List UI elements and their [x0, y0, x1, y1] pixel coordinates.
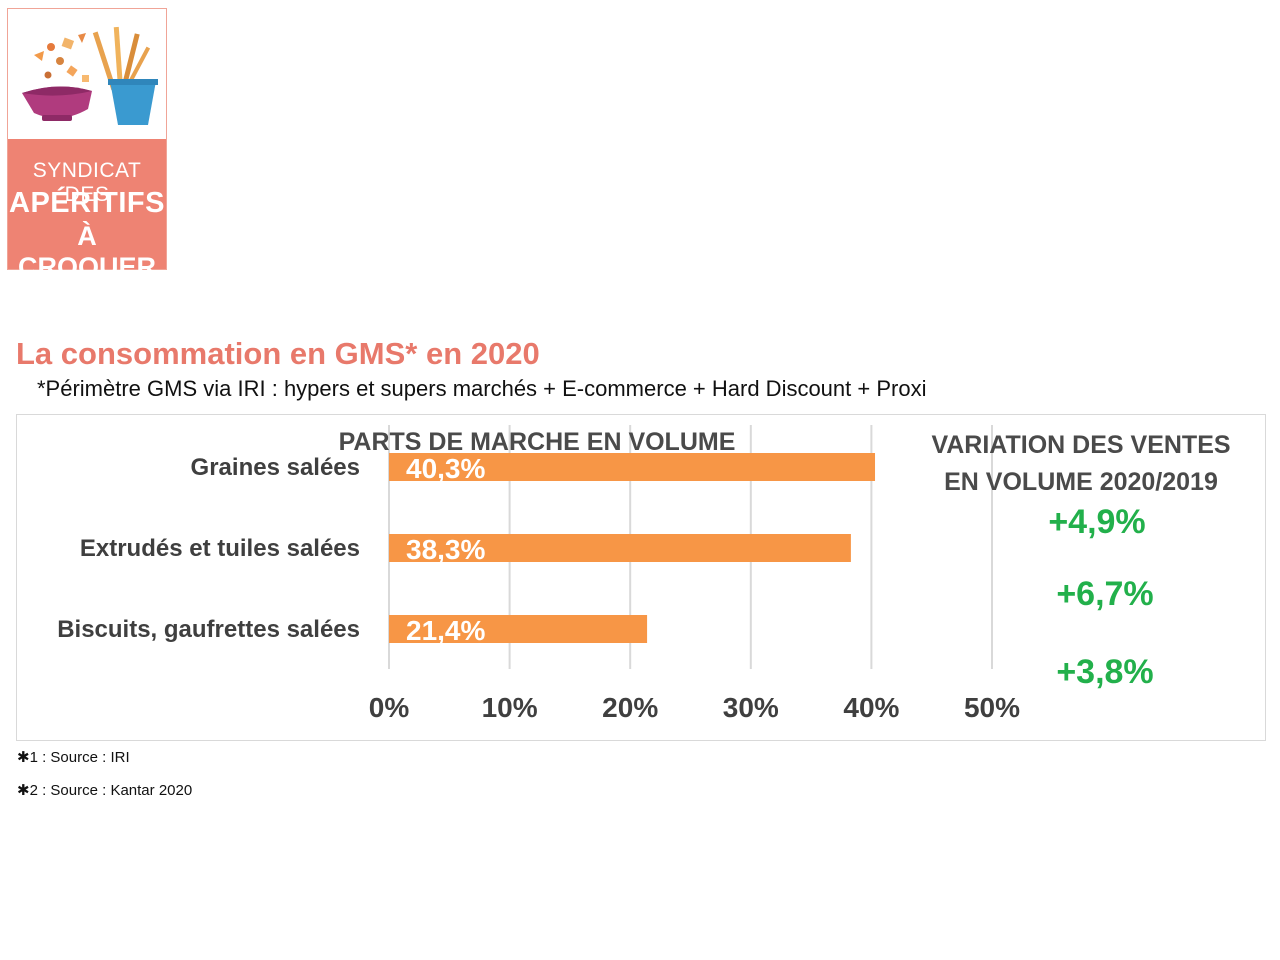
category-label: Biscuits, gaufrettes salées — [57, 616, 360, 643]
syndicat-logo: SYNDICAT DES APÉRITIFS À CROQUER — [7, 8, 167, 282]
logo-text-line1: SYNDICAT DES — [32, 159, 142, 206]
asterisk-icon: ✱ — [17, 782, 30, 799]
footnote-text: 2 : Source : Kantar 2020 — [29, 782, 193, 799]
bar — [389, 453, 876, 481]
page-subtitle: *Périmètre GMS via IRI : hypers et super… — [37, 376, 927, 401]
x-tick-label: 30% — [723, 692, 779, 723]
variation-value: +4,9% — [1048, 503, 1145, 541]
x-tick-label: 10% — [482, 692, 538, 723]
logo-band: SYNDICAT DES APÉRITIFS À CROQUER — [8, 139, 166, 282]
variation-value: +6,7% — [1056, 575, 1153, 613]
page-title: La consommation en GMS* en 2020 — [16, 336, 540, 371]
bar-data-label: 40,3% — [406, 453, 485, 484]
variation-title-line1: VARIATION DES VENTES — [931, 431, 1230, 459]
bar — [389, 534, 851, 562]
footnote-source-kantar: ✱2 : Source : Kantar 2020 — [17, 781, 192, 799]
category-label: Graines salées — [191, 454, 360, 481]
category-label: Extrudés et tuiles salées — [80, 535, 360, 562]
logo-text-line2: APÉRITIFS — [9, 187, 165, 219]
x-tick-label: 20% — [602, 692, 658, 723]
footnote-text: 1 : Source : IRI — [29, 749, 130, 766]
chart-frame: PARTS DE MARCHE EN VOLUME 40,3% Graines sa… — [16, 414, 1266, 741]
x-tick-label: 0% — [369, 692, 410, 723]
snack-bowl-illustration — [22, 26, 158, 125]
chart-title: PARTS DE MARCHE EN VOLUME — [339, 428, 736, 456]
x-tick-label: 50% — [964, 692, 1020, 723]
x-tick-label: 40% — [843, 692, 899, 723]
asterisk-icon: ✱ — [17, 749, 30, 766]
bar — [389, 615, 648, 643]
bar-data-label: 38,3% — [406, 534, 485, 565]
footnote-source-iri: ✱1 : Source : IRI — [17, 748, 130, 766]
variation-value: +3,8% — [1056, 653, 1153, 691]
variation-title-line2: EN VOLUME 2020/2019 — [944, 468, 1218, 496]
bar-data-label: 21,4% — [406, 615, 485, 646]
logo-text-line3: À CROQUER — [17, 221, 156, 282]
